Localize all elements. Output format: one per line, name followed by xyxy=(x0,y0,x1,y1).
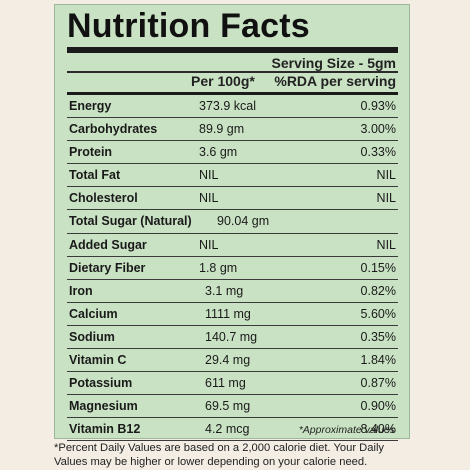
thin-divider xyxy=(67,71,398,73)
nutrient-amount: 140.7 mg xyxy=(205,329,258,344)
nutrient-name: Carbohydrates xyxy=(69,122,158,137)
nutrient-row-dietary-fiber: Dietary Fiber 1.8 gm 0.15% xyxy=(67,257,398,280)
label-title: Nutrition Facts xyxy=(67,7,310,45)
column-header-rda: %RDA per serving xyxy=(274,73,396,89)
nutrient-row-cholesterol: Cholesterol NIL NIL xyxy=(67,187,398,211)
nutrient-amount: 90.04 gm xyxy=(217,214,270,229)
daily-values-footnote: *Percent Daily Values are based on a 2,0… xyxy=(54,441,414,469)
nutrient-amount: 611 mg xyxy=(205,376,246,391)
nutrient-name: Dietary Fiber xyxy=(69,260,146,275)
nutrient-rda: 3.00% xyxy=(360,122,396,137)
nutrient-amount: 3.6 gm xyxy=(199,145,238,160)
nutrient-row-sodium: Sodium 140.7 mg 0.35% xyxy=(67,326,398,350)
nutrient-table: Energy 373.9 kcal 0.93% Carbohydrates 89… xyxy=(67,95,398,442)
thick-divider xyxy=(67,47,398,53)
nutrient-name: Vitamin C xyxy=(69,353,127,368)
nutrient-row-energy: Energy 373.9 kcal 0.93% xyxy=(67,95,398,119)
nutrient-amount: NIL xyxy=(199,191,219,206)
nutrient-rda: 1.84% xyxy=(360,353,396,368)
nutrition-facts-panel: Nutrition Facts Serving Size - 5gm Per 1… xyxy=(54,4,410,442)
nutrient-amount: NIL xyxy=(199,168,219,183)
nutrient-row-potassium: Potassium 611 mg 0.87% xyxy=(67,372,398,396)
nutrient-rda: NIL xyxy=(376,237,396,252)
nutrient-row-total-fat: Total Fat NIL NIL xyxy=(67,164,398,188)
nutrient-name: Potassium xyxy=(69,376,133,391)
nutrient-row-magnesium: Magnesium 69.5 mg 0.90% xyxy=(67,395,398,419)
footnote-line: *Percent Daily Values are based on a 2,0… xyxy=(54,442,385,454)
nutrient-row-carbohydrates: Carbohydrates 89.9 gm 3.00% xyxy=(67,118,398,142)
nutrient-row-vitamin-c: Vitamin C 29.4 mg 1.84% xyxy=(67,349,398,373)
nutrient-name: Calcium xyxy=(69,306,118,321)
nutrient-rda: 0.93% xyxy=(360,99,396,113)
nutrient-amount: 373.9 kcal xyxy=(199,99,256,113)
nutrient-amount: NIL xyxy=(199,237,219,252)
nutrient-name: Magnesium xyxy=(69,399,138,414)
nutrient-name: Added Sugar xyxy=(69,237,147,252)
nutrient-rda: 5.60% xyxy=(360,306,396,321)
nutrient-rda: 0.87% xyxy=(360,376,396,391)
nutrient-amount: 69.5 mg xyxy=(205,399,251,414)
nutrient-row-iron: Iron 3.1 mg 0.82% xyxy=(67,280,398,303)
footnote-line: Values may be higher or lower depending … xyxy=(54,456,368,468)
nutrient-rda: 0.33% xyxy=(360,145,396,160)
nutrient-rda: 8.40% xyxy=(360,422,396,437)
nutrient-rda: 0.35% xyxy=(360,329,396,344)
nutrient-rda: NIL xyxy=(376,191,396,206)
nutrient-name: Total Sugar (Natural) xyxy=(69,214,192,229)
nutrient-row-protein: Protein 3.6 gm 0.33% xyxy=(67,141,398,165)
nutrient-rda: 0.82% xyxy=(360,283,396,298)
nutrient-amount: 4.2 mcg xyxy=(205,422,250,437)
nutrient-row-calcium: Calcium 1111 mg 5.60% xyxy=(67,303,398,326)
nutrient-name: Cholesterol xyxy=(69,191,138,206)
nutrient-amount: 1111 mg xyxy=(205,306,251,321)
nutrient-row-added-sugar: Added Sugar NIL NIL xyxy=(67,234,398,257)
nutrient-rda: 0.90% xyxy=(360,399,396,414)
nutrient-amount: 3.1 mg xyxy=(205,283,244,298)
serving-size: Serving Size - 5gm xyxy=(271,55,396,71)
nutrient-rda: NIL xyxy=(376,168,396,183)
nutrient-row-total-sugar: Total Sugar (Natural) 90.04 gm xyxy=(67,210,398,234)
nutrient-name: Iron xyxy=(69,283,93,298)
nutrient-name: Protein xyxy=(69,145,113,160)
header-divider xyxy=(67,92,398,95)
approximate-values-note: *Approximate values xyxy=(298,424,395,436)
nutrient-rda: 0.15% xyxy=(360,260,396,275)
nutrient-name: Vitamin B12 xyxy=(69,422,141,437)
nutrient-name: Sodium xyxy=(69,329,115,344)
nutrient-row-vitamin-b12: Vitamin B12 4.2 mcg 8.40% xyxy=(67,418,398,442)
nutrient-amount: 89.9 gm xyxy=(199,122,245,137)
nutrient-amount: 29.4 mg xyxy=(205,353,251,368)
nutrient-amount: 1.8 gm xyxy=(199,260,238,275)
nutrient-name: Energy xyxy=(69,99,112,113)
nutrient-name: Total Fat xyxy=(69,168,121,183)
column-header-per100g: Per 100g* xyxy=(191,73,255,89)
